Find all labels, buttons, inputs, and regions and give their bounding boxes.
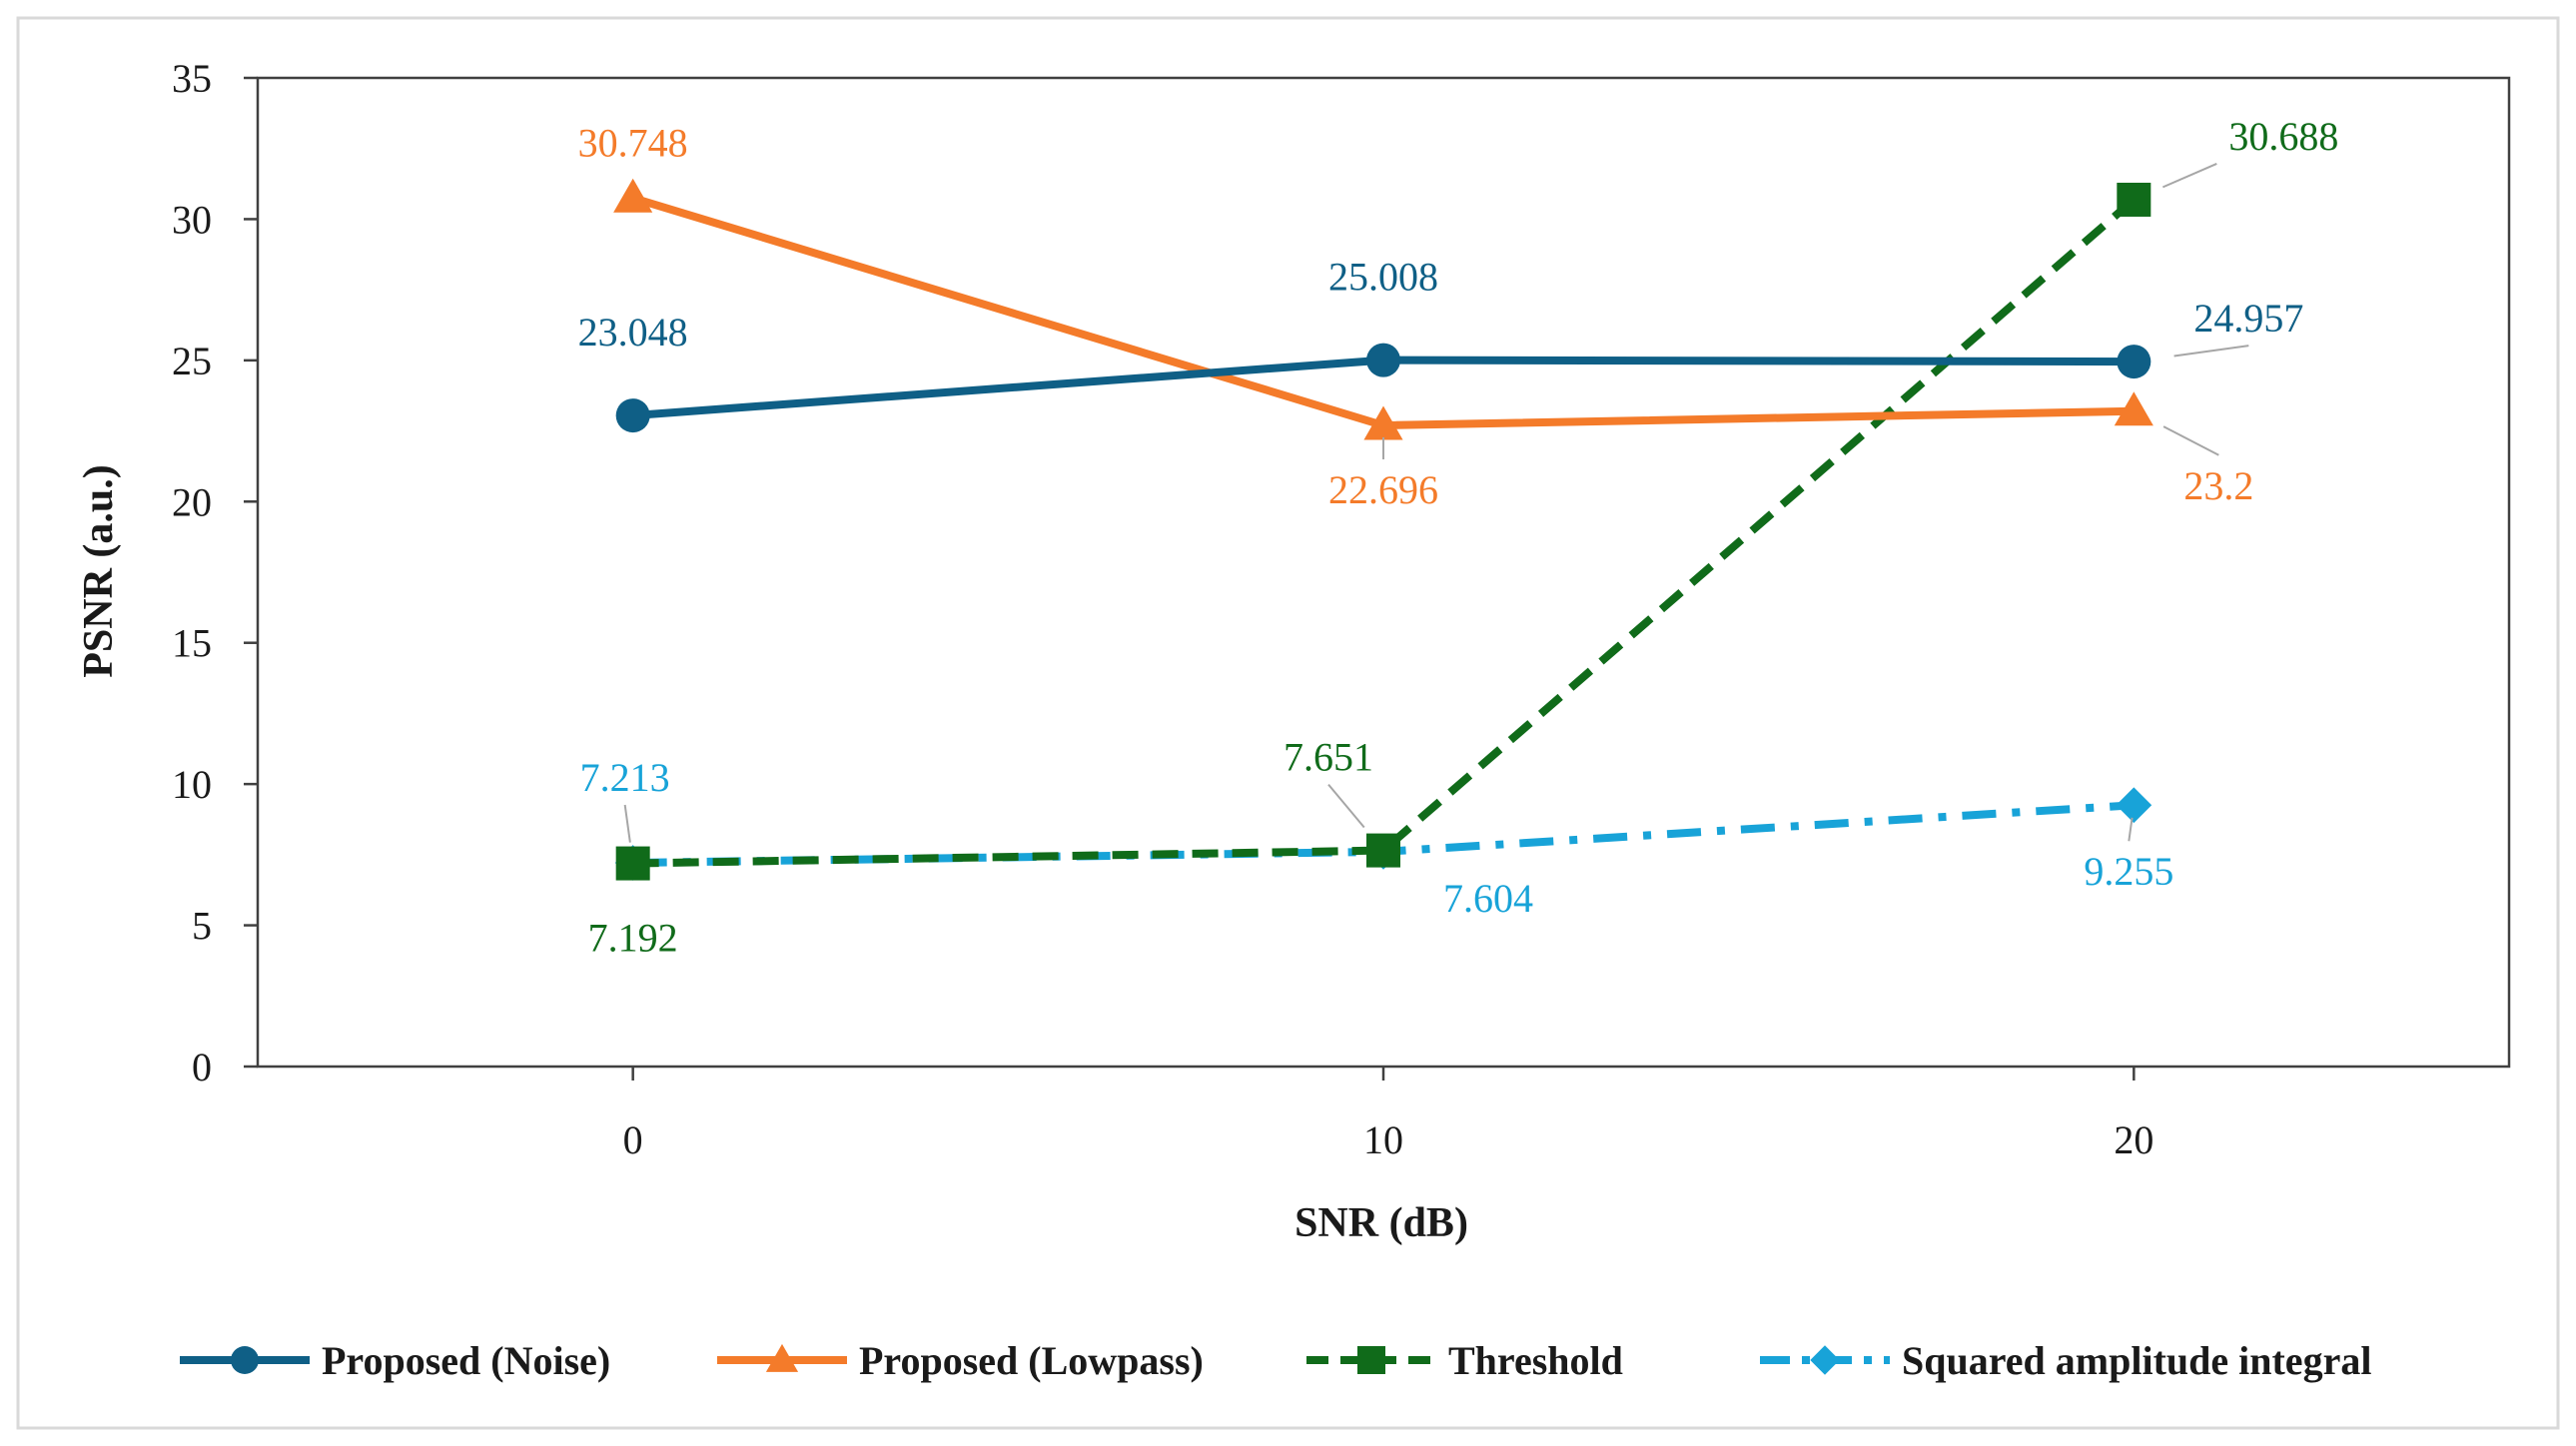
data-label: 30.748	[578, 120, 688, 165]
y-tick-label: 5	[192, 904, 212, 949]
label-leader-line	[1327, 783, 1365, 829]
x-tick-label: 10	[1363, 1117, 1403, 1162]
data-point	[2114, 391, 2153, 426]
legend-marker	[231, 1346, 259, 1374]
label-leader-line	[2161, 163, 2217, 189]
x-tick-label: 0	[623, 1117, 643, 1162]
y-tick-label: 15	[172, 621, 212, 666]
legend-item: Proposed (Noise)	[180, 1338, 610, 1383]
data-label: 22.696	[1328, 467, 1438, 512]
data-point	[615, 846, 650, 881]
data-point	[1363, 405, 1403, 440]
label-leader-line	[2128, 817, 2134, 842]
series-1	[613, 178, 2153, 440]
label-leader-line	[623, 804, 631, 843]
data-point	[2117, 345, 2151, 379]
data-label: 7.192	[588, 916, 678, 961]
legend-label: Proposed (Noise)	[322, 1338, 610, 1383]
data-label: 24.957	[2193, 296, 2303, 341]
label-leader-line	[2173, 345, 2249, 358]
y-axis-title: PSNR (a.u.)	[76, 464, 122, 678]
legend-marker	[765, 1343, 799, 1372]
data-labels: 23.048 25.008 24.957 30.748 22.696 23.2 7.192 7…	[578, 114, 2339, 961]
data-point	[2116, 787, 2152, 824]
y-tick-label: 10	[172, 762, 212, 807]
x-axis-title: SNR (dB)	[1294, 1200, 1468, 1246]
legend-item: Threshold	[1306, 1338, 1623, 1383]
data-point	[2117, 182, 2151, 217]
y-tick-label: 20	[172, 479, 212, 524]
legend-label: Threshold	[1448, 1338, 1623, 1383]
y-tick-label: 25	[172, 339, 212, 383]
x-tick-label: 20	[2114, 1117, 2153, 1162]
legend-item: Squared amplitude integral	[1760, 1338, 2371, 1383]
data-point	[615, 398, 650, 433]
data-label: 7.604	[1443, 876, 1533, 921]
y-axis: 0 5 10 15 20 25 30 35	[172, 56, 258, 1089]
data-label: 7.213	[580, 755, 670, 800]
data-label: 23.2	[2183, 463, 2253, 508]
label-leader-line	[2162, 425, 2219, 456]
x-axis: 0 10 20	[623, 1067, 2153, 1162]
data-label: 25.008	[1328, 255, 1438, 300]
legend-label: Proposed (Lowpass)	[859, 1338, 1204, 1383]
legend-item: Proposed (Lowpass)	[717, 1338, 1204, 1383]
series-layer	[613, 178, 2153, 881]
data-point	[1366, 833, 1400, 868]
series-0	[615, 343, 2151, 433]
data-label: 23.048	[578, 310, 688, 355]
data-point	[613, 178, 653, 213]
data-label: 9.255	[2084, 849, 2173, 894]
y-tick-label: 35	[172, 56, 212, 101]
data-point	[1366, 343, 1400, 377]
legend-marker	[1810, 1345, 1840, 1375]
chart-border	[16, 16, 2560, 1430]
y-tick-label: 30	[172, 197, 212, 242]
legend-marker	[1357, 1346, 1385, 1374]
y-tick-label: 0	[192, 1045, 212, 1089]
data-label: 7.651	[1284, 735, 1373, 780]
legend: Proposed (Noise) Proposed (Lowpass) Thresh…	[180, 1338, 2371, 1383]
legend-label: Squared amplitude integral	[1902, 1338, 2371, 1383]
data-label: 30.688	[2228, 114, 2338, 159]
